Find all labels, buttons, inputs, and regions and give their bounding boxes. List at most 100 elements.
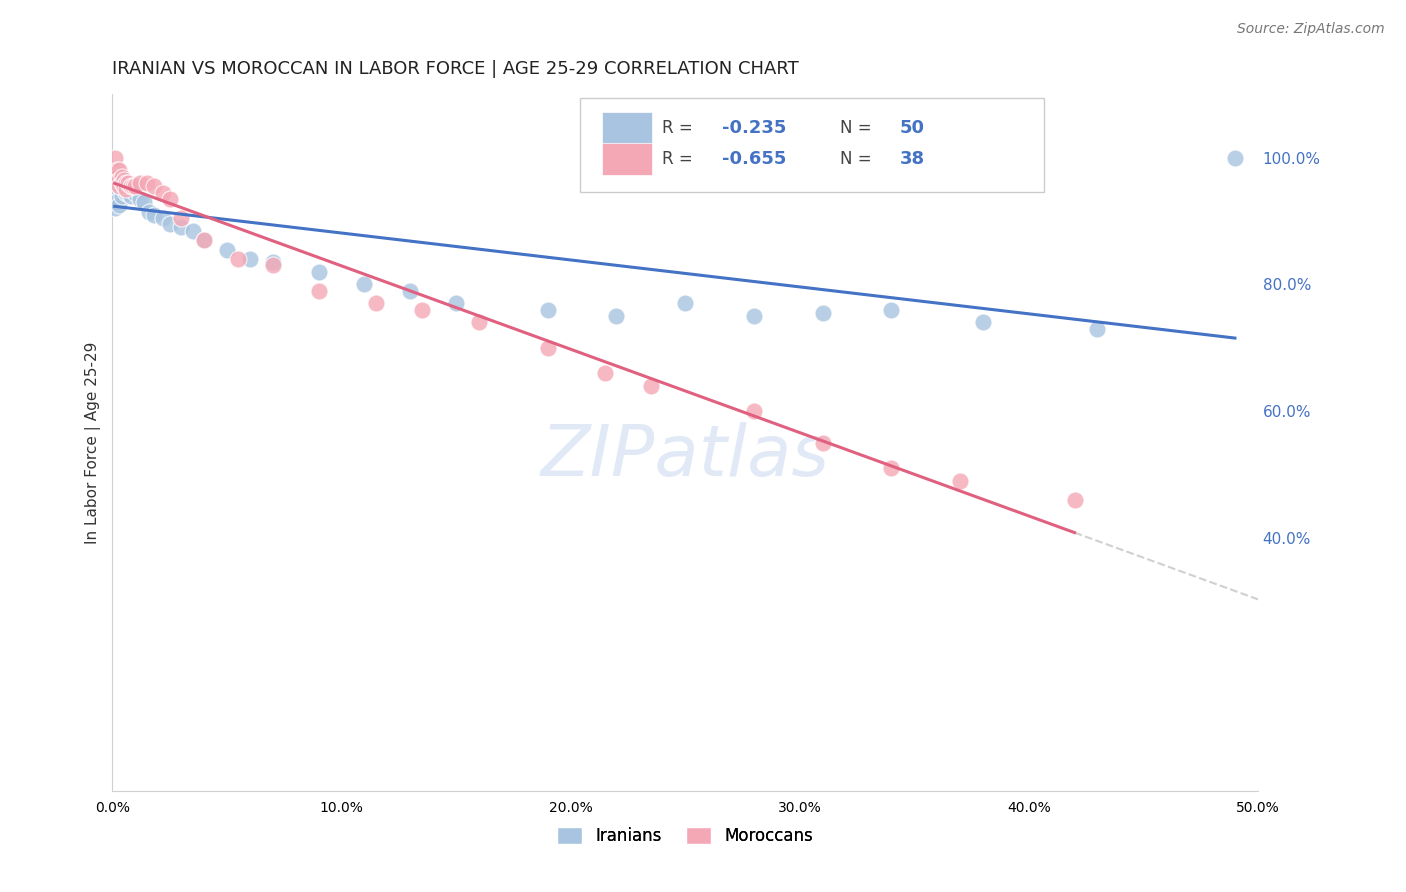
Point [411, 302, 433, 317]
Point [811, 435, 834, 450]
Point [117, 186, 139, 200]
Point [110, 176, 132, 190]
Point [110, 176, 132, 190]
Point [105, 169, 128, 184]
FancyBboxPatch shape [602, 112, 652, 144]
Point [134, 195, 156, 210]
Point [122, 179, 145, 194]
Point [605, 309, 627, 323]
Point [104, 202, 127, 216]
Point [124, 179, 146, 194]
Point [110, 188, 132, 202]
Point [105, 163, 128, 178]
Point [949, 474, 972, 488]
Point [105, 188, 128, 202]
Point [1087, 321, 1109, 335]
Point [105, 176, 128, 190]
Point [193, 233, 215, 247]
Text: 50: 50 [900, 119, 924, 136]
Point [880, 302, 903, 317]
Point [115, 182, 138, 196]
Point [1223, 151, 1246, 165]
Point [811, 306, 834, 320]
Point [115, 179, 138, 194]
Point [170, 220, 193, 235]
Point [742, 404, 765, 418]
Point [108, 192, 131, 206]
Point [112, 182, 135, 196]
Point [593, 366, 616, 380]
Point [444, 296, 467, 310]
Y-axis label: In Labor Force | Age 25-29: In Labor Force | Age 25-29 [86, 342, 101, 544]
FancyBboxPatch shape [579, 98, 1043, 192]
Point [120, 182, 142, 196]
Point [142, 179, 165, 194]
Point [112, 176, 135, 190]
Point [104, 176, 127, 190]
Text: N =: N = [839, 119, 876, 136]
Point [110, 182, 132, 196]
Text: N =: N = [839, 150, 876, 169]
Point [239, 252, 262, 266]
Point [170, 211, 193, 225]
Text: Source: ZipAtlas.com: Source: ZipAtlas.com [1237, 22, 1385, 37]
Text: ZIPatlas: ZIPatlas [541, 422, 830, 491]
Point [117, 179, 139, 194]
Text: -0.655: -0.655 [721, 150, 786, 169]
Point [308, 284, 330, 298]
Point [117, 176, 139, 190]
Legend: Iranians, Moroccans: Iranians, Moroccans [550, 821, 820, 852]
Point [138, 204, 160, 219]
Text: -0.235: -0.235 [721, 119, 786, 136]
Point [112, 173, 135, 187]
Point [108, 173, 131, 187]
Point [115, 186, 138, 200]
Point [1063, 492, 1085, 507]
Point [537, 302, 560, 317]
Point [112, 179, 135, 194]
Point [108, 179, 131, 194]
Point [108, 179, 131, 194]
Point [181, 223, 204, 237]
Point [364, 296, 387, 310]
Point [104, 188, 127, 202]
Point [742, 309, 765, 323]
Point [105, 176, 128, 190]
Point [972, 315, 994, 329]
Point [468, 315, 491, 329]
Point [353, 277, 375, 292]
Point [880, 461, 903, 475]
Text: R =: R = [662, 150, 699, 169]
Point [108, 198, 131, 212]
Point [105, 195, 128, 210]
Point [152, 211, 174, 225]
Point [399, 284, 422, 298]
Point [152, 186, 174, 200]
Point [129, 192, 152, 206]
Point [105, 182, 128, 196]
Point [193, 233, 215, 247]
Point [228, 252, 250, 266]
Point [135, 176, 157, 190]
Text: 38: 38 [900, 150, 924, 169]
Point [640, 378, 662, 392]
Point [110, 169, 132, 184]
Point [159, 192, 181, 206]
FancyBboxPatch shape [602, 144, 652, 175]
Point [108, 173, 131, 187]
Point [108, 186, 131, 200]
Point [537, 341, 560, 355]
Point [120, 188, 142, 202]
Point [673, 296, 696, 310]
Point [104, 151, 127, 165]
Text: R =: R = [662, 119, 699, 136]
Point [120, 179, 142, 194]
Text: IRANIAN VS MOROCCAN IN LABOR FORCE | AGE 25-29 CORRELATION CHART: IRANIAN VS MOROCCAN IN LABOR FORCE | AGE… [112, 60, 799, 78]
Point [115, 176, 138, 190]
Point [142, 208, 165, 222]
Point [159, 217, 181, 231]
Point [262, 255, 284, 269]
Point [124, 186, 146, 200]
Point [215, 243, 238, 257]
Point [129, 176, 152, 190]
